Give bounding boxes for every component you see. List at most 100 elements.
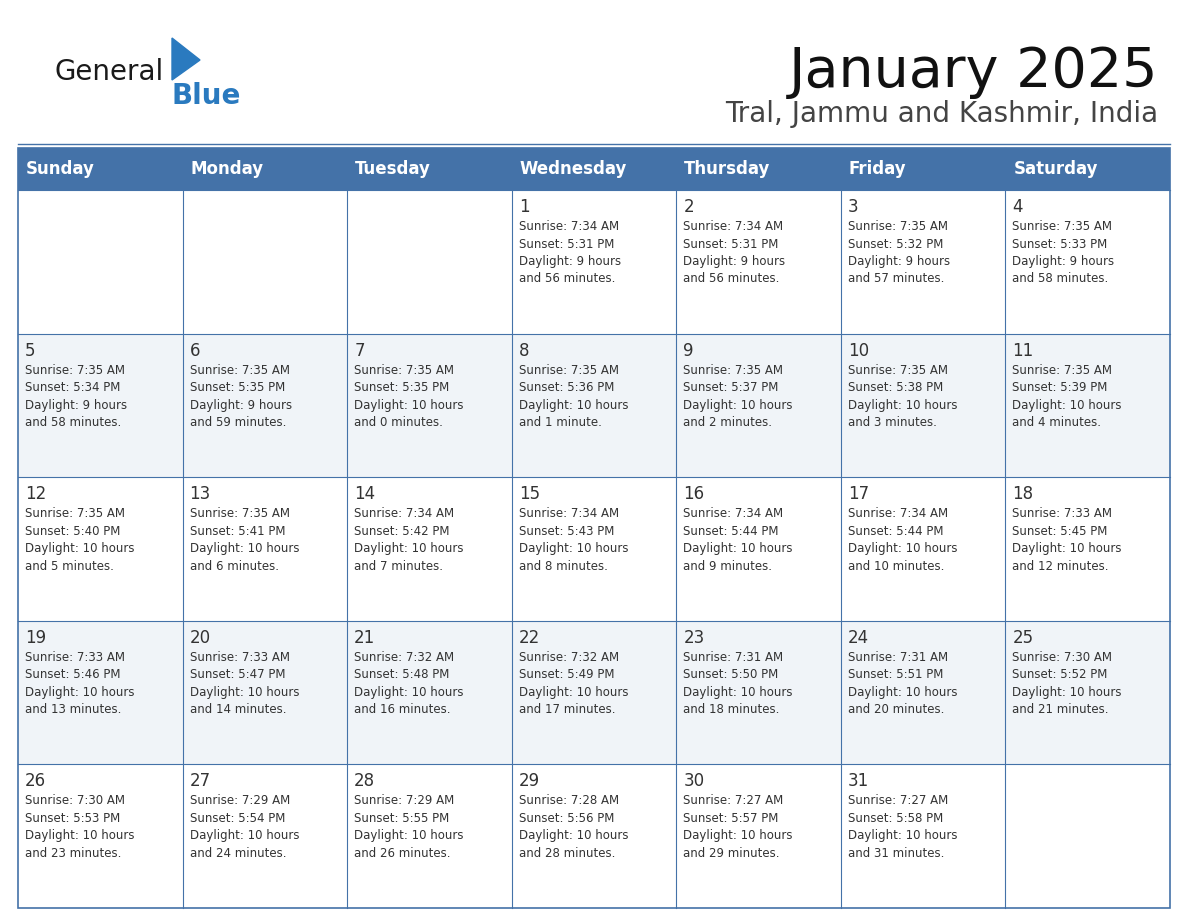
Bar: [676, 190, 841, 333]
Text: 27: 27: [190, 772, 210, 790]
Bar: [18, 477, 183, 621]
Bar: [676, 333, 841, 477]
Text: 8: 8: [519, 341, 529, 360]
Text: Sunrise: 7:34 AM
Sunset: 5:42 PM
Daylight: 10 hours
and 7 minutes.: Sunrise: 7:34 AM Sunset: 5:42 PM Dayligh…: [354, 508, 463, 573]
Text: Sunday: Sunday: [26, 160, 95, 178]
Bar: [18, 190, 183, 333]
Bar: [347, 190, 512, 333]
Text: Sunrise: 7:34 AM
Sunset: 5:44 PM
Daylight: 10 hours
and 10 minutes.: Sunrise: 7:34 AM Sunset: 5:44 PM Dayligh…: [848, 508, 958, 573]
Text: Sunrise: 7:34 AM
Sunset: 5:31 PM
Daylight: 9 hours
and 56 minutes.: Sunrise: 7:34 AM Sunset: 5:31 PM Dayligh…: [683, 220, 785, 285]
Text: 9: 9: [683, 341, 694, 360]
Bar: [183, 190, 347, 333]
Text: 16: 16: [683, 486, 704, 503]
Text: Sunrise: 7:35 AM
Sunset: 5:33 PM
Daylight: 9 hours
and 58 minutes.: Sunrise: 7:35 AM Sunset: 5:33 PM Dayligh…: [1012, 220, 1114, 285]
Bar: [18, 621, 183, 765]
Text: 19: 19: [25, 629, 46, 647]
Text: Sunrise: 7:30 AM
Sunset: 5:53 PM
Daylight: 10 hours
and 23 minutes.: Sunrise: 7:30 AM Sunset: 5:53 PM Dayligh…: [25, 794, 134, 860]
Text: 11: 11: [1012, 341, 1034, 360]
Text: 10: 10: [848, 341, 868, 360]
Text: 2: 2: [683, 198, 694, 216]
Bar: [676, 477, 841, 621]
Text: 4: 4: [1012, 198, 1023, 216]
Bar: [841, 765, 1005, 908]
Text: Sunrise: 7:34 AM
Sunset: 5:31 PM
Daylight: 9 hours
and 56 minutes.: Sunrise: 7:34 AM Sunset: 5:31 PM Dayligh…: [519, 220, 621, 285]
Bar: [512, 333, 676, 477]
Text: 13: 13: [190, 486, 210, 503]
Text: Sunrise: 7:33 AM
Sunset: 5:45 PM
Daylight: 10 hours
and 12 minutes.: Sunrise: 7:33 AM Sunset: 5:45 PM Dayligh…: [1012, 508, 1121, 573]
Text: 6: 6: [190, 341, 200, 360]
Text: 12: 12: [25, 486, 46, 503]
Bar: [347, 477, 512, 621]
Bar: [512, 477, 676, 621]
Text: Sunrise: 7:35 AM
Sunset: 5:36 PM
Daylight: 10 hours
and 1 minute.: Sunrise: 7:35 AM Sunset: 5:36 PM Dayligh…: [519, 364, 628, 429]
Text: 3: 3: [848, 198, 859, 216]
Text: Sunrise: 7:35 AM
Sunset: 5:37 PM
Daylight: 10 hours
and 2 minutes.: Sunrise: 7:35 AM Sunset: 5:37 PM Dayligh…: [683, 364, 792, 429]
Text: Sunrise: 7:34 AM
Sunset: 5:43 PM
Daylight: 10 hours
and 8 minutes.: Sunrise: 7:34 AM Sunset: 5:43 PM Dayligh…: [519, 508, 628, 573]
Bar: [676, 621, 841, 765]
Text: Sunrise: 7:35 AM
Sunset: 5:32 PM
Daylight: 9 hours
and 57 minutes.: Sunrise: 7:35 AM Sunset: 5:32 PM Dayligh…: [848, 220, 950, 285]
Text: Thursday: Thursday: [684, 160, 771, 178]
Text: 28: 28: [354, 772, 375, 790]
Text: Sunrise: 7:33 AM
Sunset: 5:46 PM
Daylight: 10 hours
and 13 minutes.: Sunrise: 7:33 AM Sunset: 5:46 PM Dayligh…: [25, 651, 134, 716]
Text: Sunrise: 7:35 AM
Sunset: 5:34 PM
Daylight: 9 hours
and 58 minutes.: Sunrise: 7:35 AM Sunset: 5:34 PM Dayligh…: [25, 364, 127, 429]
Bar: [1005, 477, 1170, 621]
Text: 22: 22: [519, 629, 541, 647]
Text: Friday: Friday: [849, 160, 906, 178]
Bar: [1005, 621, 1170, 765]
Bar: [183, 765, 347, 908]
Bar: [347, 621, 512, 765]
Text: Sunrise: 7:34 AM
Sunset: 5:44 PM
Daylight: 10 hours
and 9 minutes.: Sunrise: 7:34 AM Sunset: 5:44 PM Dayligh…: [683, 508, 792, 573]
Text: Sunrise: 7:27 AM
Sunset: 5:58 PM
Daylight: 10 hours
and 31 minutes.: Sunrise: 7:27 AM Sunset: 5:58 PM Dayligh…: [848, 794, 958, 860]
Text: 29: 29: [519, 772, 539, 790]
Bar: [512, 765, 676, 908]
Bar: [18, 765, 183, 908]
Text: 30: 30: [683, 772, 704, 790]
Bar: [841, 477, 1005, 621]
Text: Sunrise: 7:28 AM
Sunset: 5:56 PM
Daylight: 10 hours
and 28 minutes.: Sunrise: 7:28 AM Sunset: 5:56 PM Dayligh…: [519, 794, 628, 860]
Text: Sunrise: 7:35 AM
Sunset: 5:35 PM
Daylight: 9 hours
and 59 minutes.: Sunrise: 7:35 AM Sunset: 5:35 PM Dayligh…: [190, 364, 292, 429]
Text: Sunrise: 7:35 AM
Sunset: 5:40 PM
Daylight: 10 hours
and 5 minutes.: Sunrise: 7:35 AM Sunset: 5:40 PM Dayligh…: [25, 508, 134, 573]
Text: 24: 24: [848, 629, 868, 647]
Text: Monday: Monday: [190, 160, 264, 178]
Text: Sunrise: 7:35 AM
Sunset: 5:39 PM
Daylight: 10 hours
and 4 minutes.: Sunrise: 7:35 AM Sunset: 5:39 PM Dayligh…: [1012, 364, 1121, 429]
Bar: [18, 148, 1170, 908]
Bar: [841, 621, 1005, 765]
Text: 31: 31: [848, 772, 870, 790]
Bar: [1005, 333, 1170, 477]
Bar: [512, 190, 676, 333]
Bar: [183, 621, 347, 765]
Polygon shape: [172, 38, 200, 80]
Bar: [183, 477, 347, 621]
Text: 23: 23: [683, 629, 704, 647]
Text: Sunrise: 7:35 AM
Sunset: 5:35 PM
Daylight: 10 hours
and 0 minutes.: Sunrise: 7:35 AM Sunset: 5:35 PM Dayligh…: [354, 364, 463, 429]
Text: Sunrise: 7:30 AM
Sunset: 5:52 PM
Daylight: 10 hours
and 21 minutes.: Sunrise: 7:30 AM Sunset: 5:52 PM Dayligh…: [1012, 651, 1121, 716]
Bar: [512, 621, 676, 765]
Text: Sunrise: 7:33 AM
Sunset: 5:47 PM
Daylight: 10 hours
and 14 minutes.: Sunrise: 7:33 AM Sunset: 5:47 PM Dayligh…: [190, 651, 299, 716]
Text: 25: 25: [1012, 629, 1034, 647]
Text: 20: 20: [190, 629, 210, 647]
Text: 1: 1: [519, 198, 530, 216]
Text: January 2025: January 2025: [789, 45, 1158, 99]
Bar: [1005, 765, 1170, 908]
Bar: [183, 333, 347, 477]
Bar: [841, 333, 1005, 477]
Bar: [841, 190, 1005, 333]
Text: Sunrise: 7:32 AM
Sunset: 5:49 PM
Daylight: 10 hours
and 17 minutes.: Sunrise: 7:32 AM Sunset: 5:49 PM Dayligh…: [519, 651, 628, 716]
Text: Sunrise: 7:31 AM
Sunset: 5:50 PM
Daylight: 10 hours
and 18 minutes.: Sunrise: 7:31 AM Sunset: 5:50 PM Dayligh…: [683, 651, 792, 716]
Text: Blue: Blue: [172, 82, 241, 110]
Text: 14: 14: [354, 486, 375, 503]
Text: 26: 26: [25, 772, 46, 790]
Bar: [347, 765, 512, 908]
Text: Saturday: Saturday: [1013, 160, 1098, 178]
Bar: [676, 765, 841, 908]
Text: 5: 5: [25, 341, 36, 360]
Text: 17: 17: [848, 486, 868, 503]
Bar: [18, 333, 183, 477]
Text: Tuesday: Tuesday: [355, 160, 431, 178]
Text: Sunrise: 7:32 AM
Sunset: 5:48 PM
Daylight: 10 hours
and 16 minutes.: Sunrise: 7:32 AM Sunset: 5:48 PM Dayligh…: [354, 651, 463, 716]
Text: Wednesday: Wednesday: [519, 160, 627, 178]
Text: Sunrise: 7:29 AM
Sunset: 5:54 PM
Daylight: 10 hours
and 24 minutes.: Sunrise: 7:29 AM Sunset: 5:54 PM Dayligh…: [190, 794, 299, 860]
Text: 21: 21: [354, 629, 375, 647]
Text: 15: 15: [519, 486, 539, 503]
Bar: [18, 148, 1170, 190]
